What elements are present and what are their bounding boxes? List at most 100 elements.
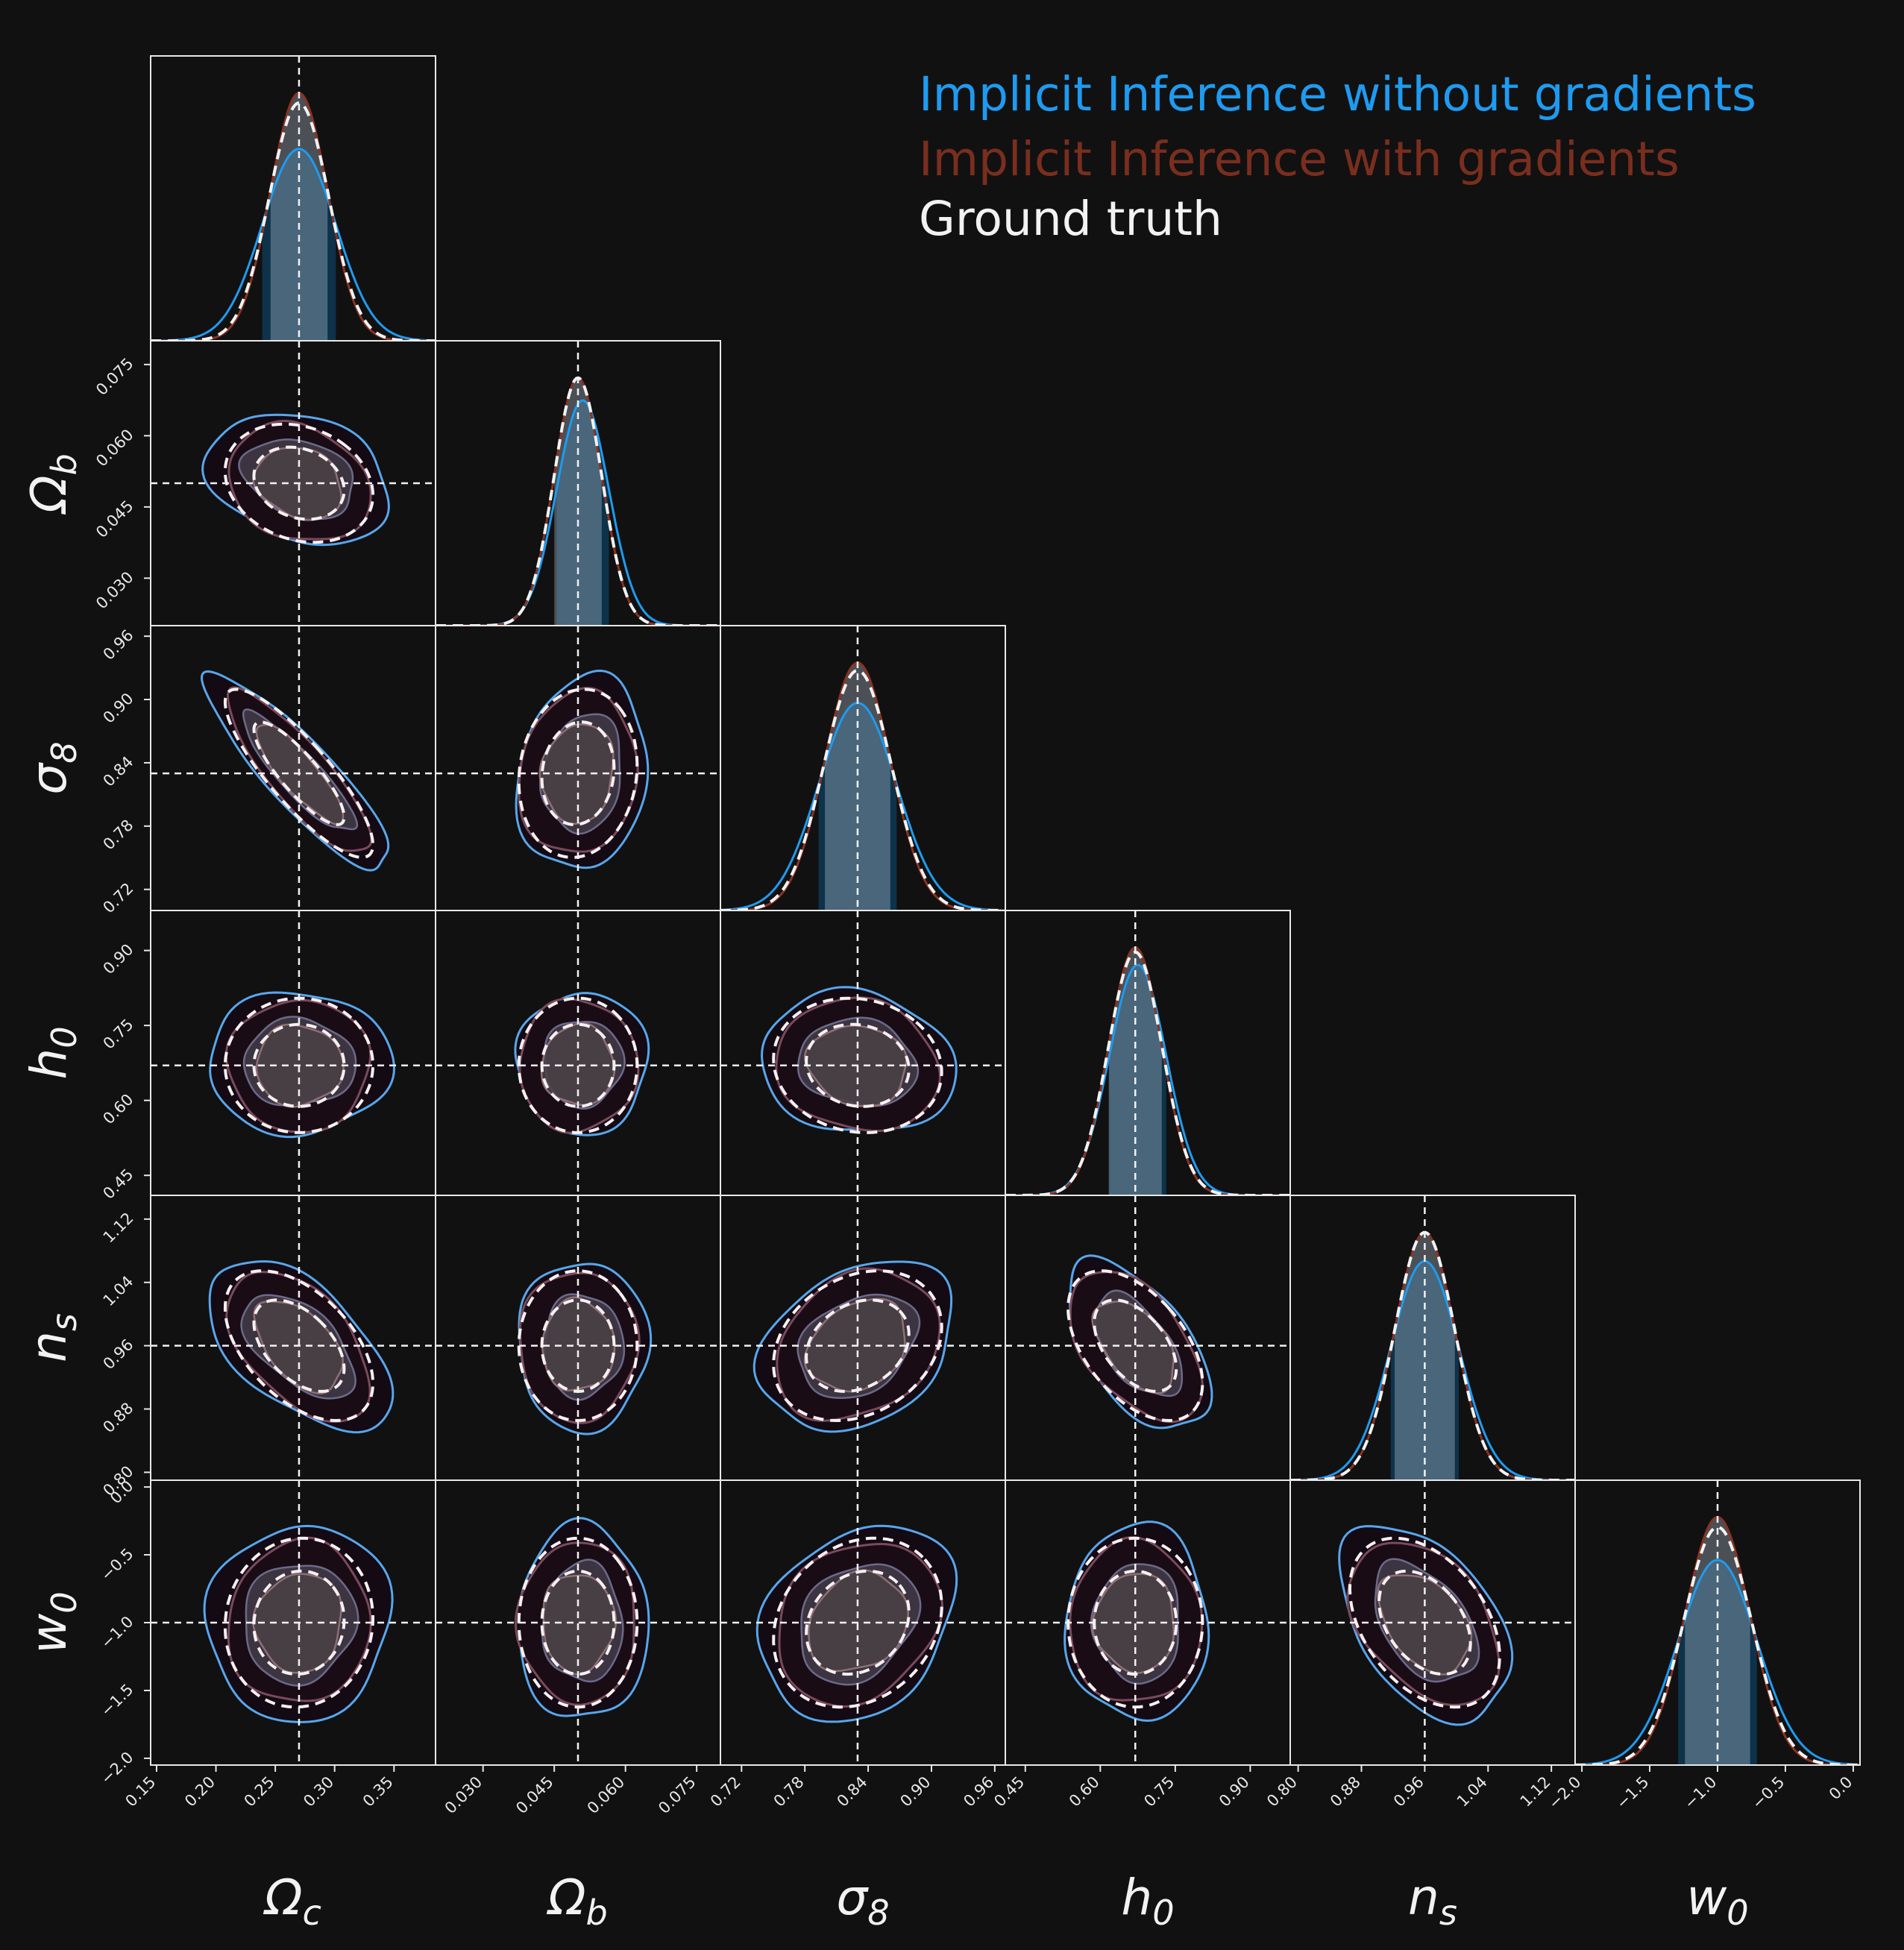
contour-68-ground-truth bbox=[540, 720, 616, 826]
x-tick-label: 0.96 bbox=[960, 1773, 997, 1811]
x-tick-label: 0.75 bbox=[1140, 1773, 1178, 1811]
contour-95-ground-truth bbox=[1348, 1536, 1501, 1709]
y-tick-label: 0.72 bbox=[99, 879, 136, 916]
contour-68-with-gradients bbox=[538, 723, 615, 825]
legend-entry-ground-truth: Ground truth bbox=[919, 192, 1222, 246]
contour-95-ground-truth bbox=[772, 1536, 943, 1709]
x-tick-label: 0.20 bbox=[181, 1773, 219, 1811]
contour-68-ground-truth bbox=[252, 1298, 346, 1393]
y-tick-label: 0.78 bbox=[100, 816, 137, 853]
x-tick-label: 0.84 bbox=[834, 1773, 871, 1811]
contour-68-ground-truth bbox=[540, 1022, 616, 1108]
contour-95-ground-truth bbox=[517, 1536, 639, 1709]
y-tick-label: 0.030 bbox=[92, 568, 136, 612]
x-tick-label: 0.45 bbox=[990, 1773, 1028, 1811]
marginal-without-gradients bbox=[151, 148, 436, 341]
band-without-gradients bbox=[1390, 1261, 1459, 1480]
contour-95-ground-truth bbox=[1066, 1536, 1204, 1709]
marginal-without-gradients bbox=[720, 702, 1005, 910]
contour-68-ground-truth bbox=[805, 1569, 911, 1676]
panel-0-0 bbox=[150, 55, 436, 342]
panel-4-4 bbox=[1289, 1195, 1576, 1481]
x-tick-label: 1.04 bbox=[1454, 1773, 1491, 1811]
contour-95-ground-truth bbox=[223, 1536, 374, 1709]
panel-4-1 bbox=[435, 1195, 721, 1481]
contour-68-ground-truth bbox=[252, 1022, 346, 1108]
y-tick-label: 0.75 bbox=[100, 1016, 137, 1053]
contour-68-ground-truth bbox=[805, 1298, 911, 1393]
marginal-ground-truth bbox=[1290, 1230, 1575, 1480]
x-axis-label-3: h0 bbox=[1121, 1869, 1174, 1933]
x-tick-label: 0.88 bbox=[1327, 1773, 1364, 1811]
panel-5-3: 0.45 0.60 0.75 0.90 bbox=[990, 1479, 1291, 1811]
contour-95-ground-truth bbox=[517, 688, 639, 859]
x-tick-label: 0.35 bbox=[359, 1773, 397, 1811]
panel-1-1 bbox=[435, 340, 721, 626]
marginal-ground-truth bbox=[151, 101, 436, 341]
panel-3-2 bbox=[720, 910, 1006, 1196]
x-tick-label: 0.90 bbox=[1216, 1773, 1253, 1811]
contour-95-ground-truth bbox=[1066, 1269, 1204, 1423]
contour-95-ground-truth bbox=[772, 1269, 943, 1423]
panel-5-1: 0.030 0.045 0.060 0.075 bbox=[435, 1479, 721, 1817]
contour-95-ground-truth bbox=[517, 996, 639, 1134]
band-without-gradients bbox=[262, 148, 336, 341]
y-tick-label: 0.96 bbox=[100, 1336, 137, 1373]
x-axis-label-0: Ωc bbox=[263, 1869, 321, 1933]
x-tick-label: 0.60 bbox=[1066, 1773, 1103, 1811]
y-tick-label: 1.04 bbox=[100, 1272, 137, 1309]
y-tick-label: 0.45 bbox=[99, 1166, 136, 1203]
y-tick-label: −2.0 bbox=[98, 1748, 137, 1787]
panel-1-0: 0.030 0.045 0.060 0.075 bbox=[92, 340, 436, 626]
x-tick-label: 0.90 bbox=[896, 1773, 934, 1811]
panel-4-0: 0.800.880.961.041.12 bbox=[99, 1195, 436, 1500]
contour-68-with-gradients bbox=[1091, 1573, 1175, 1674]
y-tick-label: −1.5 bbox=[97, 1681, 136, 1720]
contour-68-ground-truth bbox=[540, 1298, 616, 1393]
x-tick-label: 0.78 bbox=[770, 1773, 808, 1811]
contour-95-ground-truth bbox=[223, 422, 374, 544]
y-axis-label-2: σ8 bbox=[20, 741, 84, 794]
contour-68-ground-truth bbox=[805, 1022, 911, 1108]
x-axis-label-1: Ωb bbox=[546, 1869, 608, 1933]
x-axis-label-2: σ8 bbox=[836, 1869, 889, 1933]
panel-5-5: −2.0 −1.5 −1.0 −0.5 0.0 bbox=[1545, 1479, 1861, 1813]
panel-2-1 bbox=[435, 625, 721, 911]
y-tick-label: 0.60 bbox=[99, 1090, 136, 1127]
panel-3-0: 0.45 0.60 0.75 0.90 bbox=[99, 910, 436, 1203]
x-axis-label-5: w0 bbox=[1686, 1869, 1748, 1933]
panel-2-0: 0.72 0.78 0.84 0.90 0.96 bbox=[99, 625, 436, 916]
x-tick-label: 0.15 bbox=[122, 1773, 159, 1811]
panel-2-2 bbox=[720, 625, 1006, 911]
band-without-gradients bbox=[556, 400, 609, 626]
y-tick-label: 0.84 bbox=[100, 752, 137, 790]
y-tick-label: 0.075 bbox=[92, 354, 136, 398]
y-tick-label: 1.12 bbox=[100, 1209, 137, 1246]
x-tick-label: 0.80 bbox=[1263, 1773, 1301, 1811]
contour-95-ground-truth bbox=[223, 996, 375, 1134]
contour-95-ground-truth bbox=[223, 688, 375, 859]
y-axis-label-4: ns bbox=[20, 1313, 84, 1362]
legend-entry-without-gradients: Implicit Inference without gradients bbox=[919, 67, 1756, 122]
x-tick-label: −0.5 bbox=[1748, 1773, 1788, 1813]
x-tick-label: −2.0 bbox=[1545, 1773, 1585, 1813]
contour-95-ground-truth bbox=[772, 996, 943, 1134]
y-axis-label-3: h0 bbox=[20, 1026, 84, 1079]
x-tick-label: 0.060 bbox=[584, 1773, 628, 1817]
panel-5-4: 0.80 0.88 0.96 1.04 1.12 bbox=[1263, 1479, 1576, 1811]
legend-entry-with-gradients: Implicit Inference with gradients bbox=[919, 132, 1680, 186]
contour-68-ground-truth bbox=[252, 720, 346, 826]
band-without-gradients bbox=[1109, 965, 1166, 1195]
panel-5-2: 0.72 0.78 0.84 0.90 0.96 bbox=[707, 1479, 1006, 1811]
x-tick-label: −1.5 bbox=[1613, 1773, 1653, 1813]
y-tick-label: 0.045 bbox=[92, 497, 136, 541]
contour-68-ground-truth bbox=[252, 445, 346, 521]
x-tick-label: 0.0 bbox=[1826, 1773, 1856, 1804]
contour-68-ground-truth bbox=[1377, 1569, 1472, 1676]
marginal-without-gradients bbox=[1290, 1259, 1575, 1480]
y-axis-label-5: w0 bbox=[20, 1591, 84, 1653]
panel-3-1 bbox=[435, 910, 721, 1196]
y-tick-label: 0.060 bbox=[92, 426, 136, 470]
x-tick-label: 0.72 bbox=[707, 1773, 744, 1811]
